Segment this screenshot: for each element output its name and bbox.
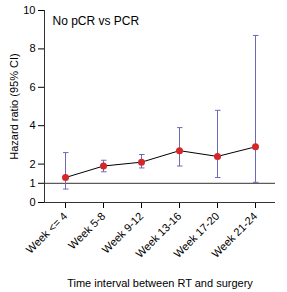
svg-text:Week 17-20: Week 17-20 <box>171 209 222 260</box>
svg-text:Week 5-8: Week 5-8 <box>65 209 108 252</box>
svg-text:0: 0 <box>29 196 35 208</box>
svg-text:6: 6 <box>29 81 35 93</box>
svg-text:4: 4 <box>29 119 35 131</box>
svg-text:No pCR vs PCR: No pCR vs PCR <box>53 14 140 28</box>
svg-text:8: 8 <box>29 42 35 54</box>
svg-text:Week <= 4: Week <= 4 <box>23 210 69 256</box>
svg-text:Hazard ratio (95% CI): Hazard ratio (95% CI) <box>8 53 20 159</box>
svg-text:Week 13-16: Week 13-16 <box>133 209 184 260</box>
svg-text:2: 2 <box>29 158 35 170</box>
svg-text:Week 9-12: Week 9-12 <box>99 209 146 256</box>
svg-text:Week 21-24: Week 21-24 <box>209 210 259 260</box>
svg-text:Time interval between RT and s: Time interval between RT and surgery <box>67 277 253 289</box>
svg-text:1: 1 <box>29 177 35 189</box>
svg-text:10: 10 <box>23 4 35 16</box>
